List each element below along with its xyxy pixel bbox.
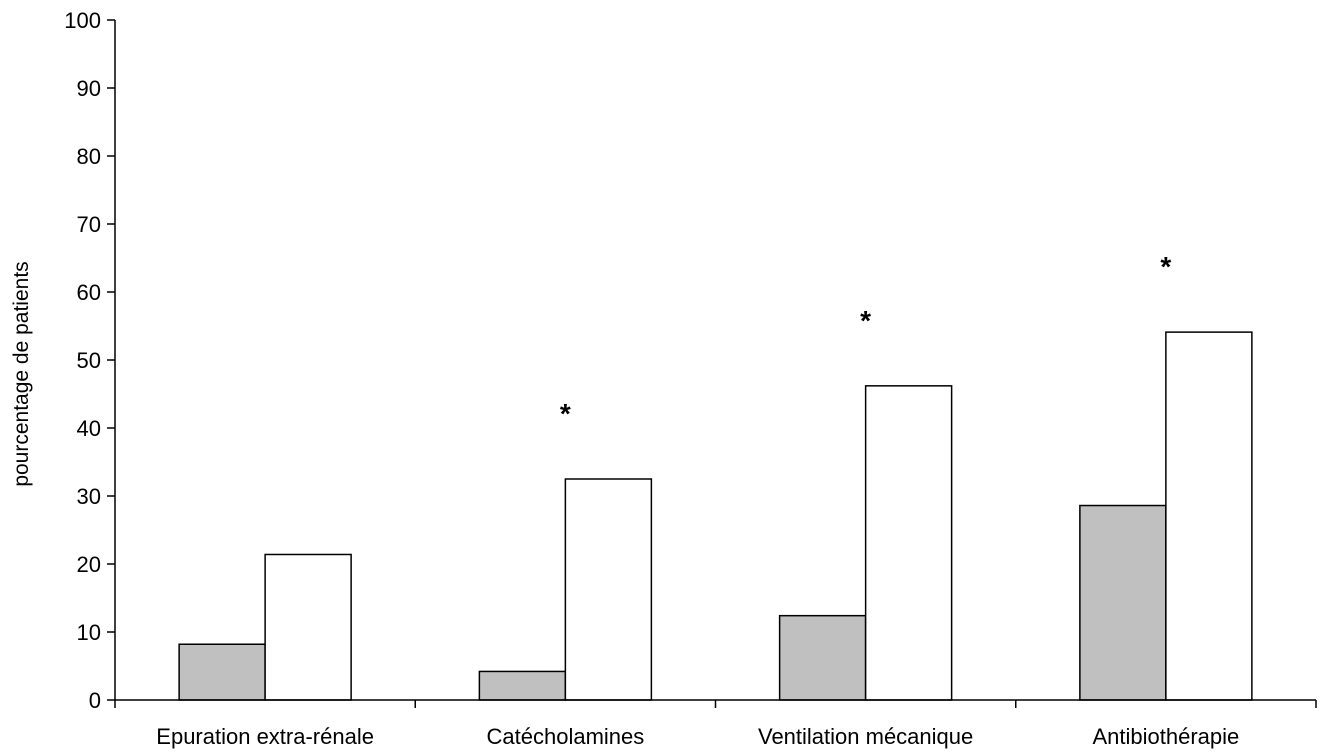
y-tick-label: 100 bbox=[64, 8, 101, 33]
bar-series-1-2 bbox=[778, 614, 867, 701]
bar-series-1-1 bbox=[478, 670, 567, 701]
bars bbox=[178, 331, 1253, 701]
category-labels: Epuration extra-rénale Catécholamines Vent… bbox=[156, 724, 1239, 749]
y-tick-label: 0 bbox=[89, 688, 101, 713]
y-tick-label: 10 bbox=[77, 620, 101, 645]
y-tick-label: 20 bbox=[77, 552, 101, 577]
y-tick-label: 50 bbox=[77, 348, 101, 373]
y-tick-label: 90 bbox=[77, 76, 101, 101]
bar-series-2-1 bbox=[564, 478, 653, 701]
bar-series-2-2 bbox=[864, 385, 953, 701]
significance-markers: * * * bbox=[560, 251, 1172, 429]
y-tick-label: 60 bbox=[77, 280, 101, 305]
significance-star: * bbox=[860, 305, 871, 336]
significance-star: * bbox=[560, 398, 571, 429]
bar-series-2-0 bbox=[264, 553, 352, 701]
y-tick-label: 40 bbox=[77, 416, 101, 441]
y-tick-label: 80 bbox=[77, 144, 101, 169]
y-tick-label: 30 bbox=[77, 484, 101, 509]
bar-series-2-3 bbox=[1165, 331, 1253, 701]
category-label: Epuration extra-rénale bbox=[156, 724, 374, 749]
category-label: Ventilation mécanique bbox=[758, 724, 973, 749]
y-tick-label: 70 bbox=[77, 212, 101, 237]
y-axis-ticks: 0 10 20 30 40 50 60 70 80 90 100 bbox=[64, 8, 1317, 713]
bar-series-1-3 bbox=[1079, 504, 1167, 701]
bar-series-1-0 bbox=[178, 643, 266, 701]
category-label: Catécholamines bbox=[487, 724, 645, 749]
significance-star: * bbox=[1160, 251, 1171, 282]
category-label: Antibiothérapie bbox=[1092, 724, 1239, 749]
y-axis-title: pourcentage de patients bbox=[10, 261, 33, 486]
